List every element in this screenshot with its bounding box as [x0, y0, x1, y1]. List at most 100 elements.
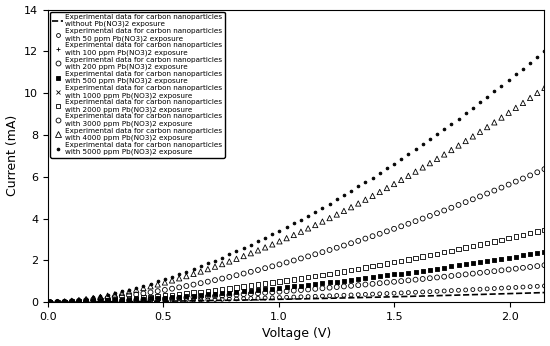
Point: [318, 293, 327, 299]
Point: [89, 297, 98, 302]
Point: [46, 299, 54, 305]
Point: [519, 243, 527, 248]
Point: [397, 290, 405, 296]
Point: [483, 124, 492, 130]
Point: [426, 285, 434, 291]
Point: [325, 201, 334, 206]
Point: [211, 296, 219, 301]
Point: [161, 297, 169, 303]
Point: [346, 188, 355, 194]
Point: [67, 299, 76, 304]
Point: [111, 294, 119, 300]
Point: [512, 254, 520, 260]
Point: [404, 264, 412, 269]
Point: [346, 273, 355, 278]
Point: [497, 83, 506, 89]
Point: [504, 246, 513, 252]
Point: [139, 298, 148, 303]
Point: [311, 281, 320, 287]
Point: [196, 297, 205, 303]
Point: [218, 295, 227, 301]
Point: [476, 194, 485, 199]
Point: [533, 170, 542, 175]
Point: [139, 296, 148, 302]
Point: [175, 275, 184, 281]
Point: [339, 243, 348, 248]
Point: [339, 278, 348, 283]
Point: [354, 266, 362, 272]
Point: [96, 298, 105, 304]
Point: [168, 274, 177, 280]
Point: [60, 299, 69, 305]
Point: [504, 280, 513, 285]
Point: [483, 281, 492, 287]
Point: [111, 298, 119, 303]
Point: [533, 54, 542, 60]
Point: [53, 299, 62, 305]
Point: [239, 291, 248, 297]
Point: [318, 291, 327, 297]
Point: [461, 287, 470, 293]
Point: [440, 265, 449, 270]
Point: [146, 295, 155, 300]
Point: [189, 293, 198, 298]
Point: [275, 228, 284, 234]
Point: [211, 291, 219, 297]
Point: [82, 299, 91, 304]
Point: [261, 245, 270, 250]
Point: [96, 298, 105, 303]
Point: [82, 298, 91, 303]
Point: [426, 213, 434, 219]
Point: [368, 269, 377, 275]
Point: [454, 246, 463, 252]
Point: [411, 218, 420, 224]
Point: [232, 295, 241, 300]
Point: [426, 289, 434, 294]
Point: [53, 299, 62, 305]
Point: [404, 270, 412, 275]
Point: [483, 94, 492, 100]
Point: [540, 227, 549, 233]
Point: [239, 284, 248, 289]
Point: [389, 266, 398, 272]
Point: [419, 165, 427, 170]
Point: [268, 232, 277, 237]
Point: [275, 295, 284, 300]
Point: [268, 295, 277, 301]
Point: [67, 299, 76, 305]
Point: [289, 221, 298, 226]
Point: [533, 283, 542, 289]
Point: [289, 292, 298, 298]
Point: [346, 292, 355, 298]
Point: [332, 245, 341, 251]
Point: [483, 250, 492, 255]
Point: [132, 299, 141, 304]
Point: [469, 105, 477, 111]
Point: [125, 289, 134, 294]
Point: [368, 289, 377, 294]
Point: [261, 281, 270, 286]
Point: [53, 299, 62, 305]
Point: [225, 296, 234, 302]
Point: [519, 176, 527, 181]
Point: [419, 268, 427, 273]
Point: [332, 284, 341, 290]
Point: [246, 291, 255, 297]
Point: [512, 105, 520, 111]
Point: [132, 287, 141, 292]
Point: [211, 277, 219, 283]
Point: [261, 286, 270, 292]
Point: [275, 262, 284, 267]
Point: [483, 191, 492, 196]
Point: [275, 282, 284, 288]
Point: [232, 248, 241, 254]
Point: [246, 251, 255, 256]
Point: [74, 297, 83, 302]
Point: [411, 255, 420, 261]
Point: [225, 274, 234, 280]
Point: [74, 299, 83, 304]
Point: [368, 291, 377, 297]
Point: [89, 295, 98, 301]
Point: [440, 284, 449, 290]
Point: [275, 285, 284, 291]
